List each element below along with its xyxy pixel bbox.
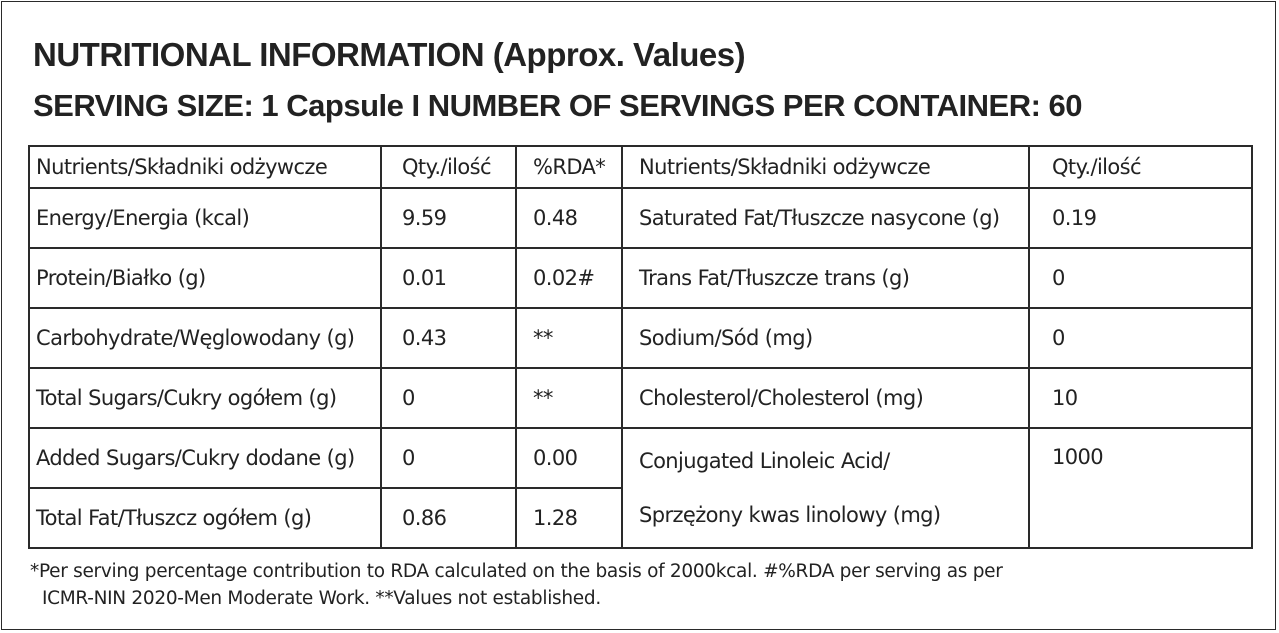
- header-qty-right: Qty./ilość: [1028, 145, 1253, 189]
- nutrition-title: NUTRITIONAL INFORMATION (Approx. Values): [33, 36, 746, 73]
- nutrient-name: Energy/Energia (kcal): [28, 187, 382, 249]
- nutrient-name: Trans Fat/Tłuszcze trans (g): [621, 247, 1030, 309]
- header-rda: %RDA*: [515, 145, 623, 189]
- nutrient-rda: 0.00: [515, 427, 623, 489]
- cla-name-line2: Sprzężony kwas linolowy (mg): [639, 503, 941, 527]
- nutrient-name: Total Fat/Tłuszcz ogółem (g): [28, 487, 382, 549]
- nutrition-table: Nutrients/Składniki odżywcze Qty./ilość …: [28, 145, 1253, 549]
- nutrient-rda: 0.48: [515, 187, 623, 249]
- nutrient-qty: 0: [1028, 307, 1253, 369]
- nutrient-name: Carbohydrate/Węglowodany (g): [28, 307, 382, 369]
- nutrient-qty: 0.86: [380, 487, 517, 549]
- table-header-row: Nutrients/Składniki odżywcze Qty./ilość …: [28, 145, 1253, 189]
- nutrient-qty: 0: [380, 367, 517, 429]
- table-row: Total Fat/Tłuszcz ogółem (g) 0.86 1.28: [28, 487, 1252, 549]
- nutrient-qty: 0: [380, 427, 517, 489]
- header-nutrients-left: Nutrients/Składniki odżywcze: [28, 145, 382, 189]
- footnote-line2: ICMR-NIN 2020-Men Moderate Work. **Value…: [42, 588, 601, 609]
- nutrient-rda: **: [515, 307, 623, 369]
- nutrient-name: Saturated Fat/Tłuszcze nasycone (g): [621, 187, 1030, 249]
- nutrient-name: Protein/Białko (g): [28, 247, 382, 309]
- nutrient-name: Total Sugars/Cukry ogółem (g): [28, 367, 382, 429]
- nutrient-qty: 10: [1028, 367, 1253, 429]
- header-qty-left: Qty./ilość: [380, 145, 517, 189]
- footnote: *Per serving percentage contribution to …: [30, 558, 1250, 612]
- nutrient-rda: 1.28: [515, 487, 623, 549]
- nutrient-qty: 0.01: [380, 247, 517, 309]
- footnote-line1: *Per serving percentage contribution to …: [30, 561, 1003, 582]
- table-row: Added Sugars/Cukry dodane (g) 0 0.00 Con…: [28, 427, 1253, 549]
- nutrient-name: Added Sugars/Cukry dodane (g): [28, 427, 382, 489]
- nutrient-name-cla: Conjugated Linoleic Acid/ Sprzężony kwas…: [621, 427, 1030, 549]
- table-row: Total Sugars/Cukry ogółem (g) 0 ** Chole…: [28, 367, 1253, 429]
- nutrient-qty: 1000: [1028, 427, 1253, 549]
- table-row: Carbohydrate/Węglowodany (g) 0.43 ** Sod…: [28, 307, 1253, 369]
- header-nutrients-right: Nutrients/Składniki odżywcze: [621, 145, 1030, 189]
- nutrient-rda: **: [515, 367, 623, 429]
- table-row: Energy/Energia (kcal) 9.59 0.48 Saturate…: [28, 187, 1253, 249]
- nutrient-rda: 0.02#: [515, 247, 623, 309]
- nutrient-name: Cholesterol/Cholesterol (mg): [621, 367, 1030, 429]
- nutrient-qty: 0: [1028, 247, 1253, 309]
- serving-info: SERVING SIZE: 1 Capsule I NUMBER OF SERV…: [33, 88, 1083, 123]
- nutrient-qty: 0.19: [1028, 187, 1253, 249]
- table-row: Protein/Białko (g) 0.01 0.02# Trans Fat/…: [28, 247, 1253, 309]
- nutrient-qty: 0.43: [380, 307, 517, 369]
- cla-name-line1: Conjugated Linoleic Acid/: [639, 449, 890, 473]
- nutrient-qty: 9.59: [380, 187, 517, 249]
- nutrient-name: Sodium/Sód (mg): [621, 307, 1030, 369]
